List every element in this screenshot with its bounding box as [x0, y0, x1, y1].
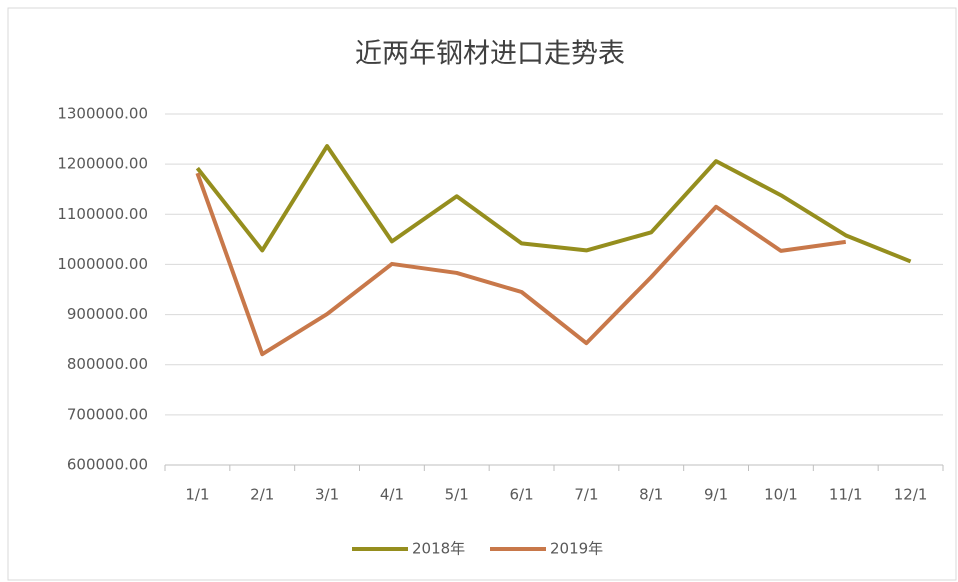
x-tick-label: 9/1: [704, 486, 728, 504]
y-tick-label: 800000.00: [67, 355, 148, 373]
y-tick-label: 1200000.00: [57, 155, 148, 173]
data-line: [195, 172, 847, 357]
x-tick-label: 7/1: [574, 486, 598, 504]
y-tick-label: 600000.00: [67, 456, 148, 474]
y-tick-label: 700000.00: [67, 405, 148, 423]
x-tick-label: 12/1: [894, 486, 928, 504]
x-tick-label: 1/1: [185, 486, 209, 504]
chart-frame: [7, 7, 957, 581]
y-tick-label: 1100000.00: [57, 205, 148, 223]
legend-label: 2019年: [550, 540, 603, 558]
x-tick-label: 10/1: [764, 486, 798, 504]
x-tick-label: 11/1: [829, 486, 863, 504]
x-tick-label: 4/1: [380, 486, 404, 504]
x-tick-label: 3/1: [315, 486, 339, 504]
legend-label: 2018年: [412, 540, 465, 558]
y-tick-label: 1000000.00: [57, 255, 148, 273]
x-tick-label: 6/1: [510, 486, 534, 504]
x-tick-label: 8/1: [639, 486, 663, 504]
chart-title: 近两年钢材进口走势表: [355, 39, 625, 70]
x-tick-label: 5/1: [445, 486, 469, 504]
data-line: [195, 144, 912, 264]
y-tick-label: 900000.00: [67, 305, 148, 323]
y-tick-label: 1300000.00: [57, 105, 148, 123]
x-tick-label: 2/1: [250, 486, 274, 504]
